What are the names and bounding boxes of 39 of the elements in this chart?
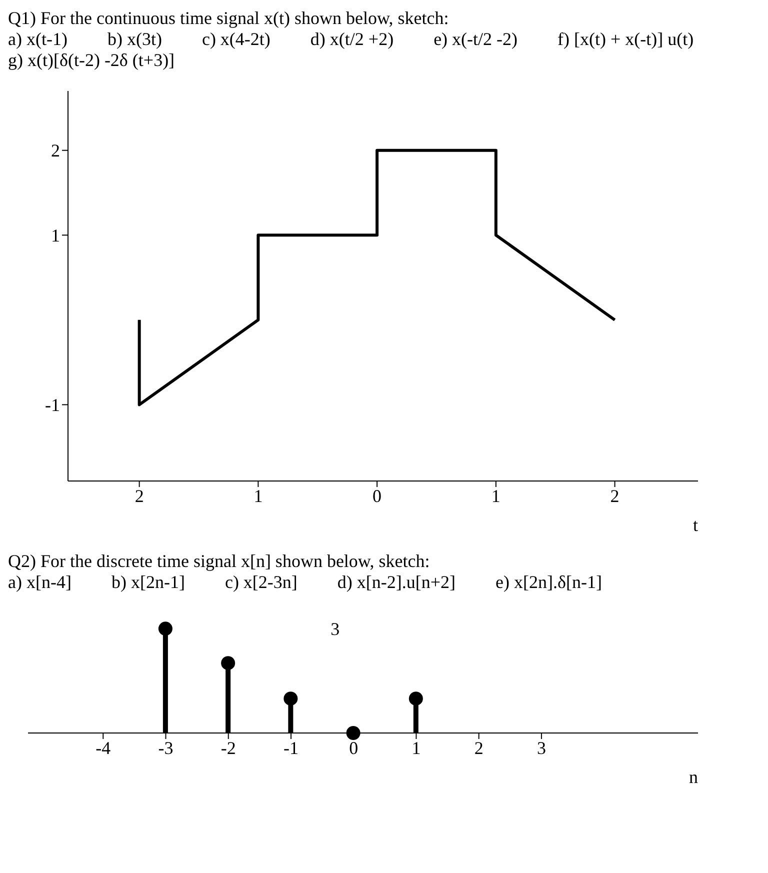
text: c) x(4-2t) [202, 29, 270, 50]
x-tick-label: -4 [96, 738, 111, 758]
chart-title: Q1) For the continuous time signal x(t) shown below, sketch: [8, 8, 450, 29]
x-tick-label: 0 [349, 738, 358, 758]
text: c) x[2-3n] [224, 572, 298, 593]
x-tick-label: -1 [283, 738, 298, 758]
point [221, 656, 236, 670]
line-series [138, 148, 616, 406]
x-tick-label: -3 [158, 738, 174, 758]
x-tick-label: 3 [536, 738, 546, 758]
x-tick-label: 1 [491, 486, 500, 506]
text: e) x(-t/2 -2) [434, 29, 518, 50]
x-tick-label: 2 [474, 738, 484, 758]
point [284, 692, 298, 706]
x-tick-label: -2 [220, 738, 236, 758]
x-axis-title: t [692, 515, 698, 535]
point [346, 726, 360, 740]
x-axis-title: n [689, 767, 698, 787]
chart-title: Q2) For the discrete time signal x[n] shown below, sketch: [8, 551, 431, 572]
x-tick-label: 0 [372, 486, 382, 506]
y-tick-label: -1 [45, 395, 60, 416]
text: a) x[n-4] [8, 572, 72, 593]
x-tick-label: 2 [610, 486, 620, 506]
point [158, 622, 172, 636]
text: b) x(3t) [107, 29, 162, 50]
text: b) x[2n-1] [111, 572, 185, 593]
text: a) x(t-1) [8, 29, 68, 50]
text: d) x(t/2 +2) [310, 29, 394, 50]
text: g) x(t)[δ(t-2) -2δ (t+3)] [8, 50, 175, 71]
text: e) x[2n].δ[n-1] [496, 572, 602, 593]
point [408, 692, 423, 706]
annotation: 3 [330, 619, 340, 640]
x-tick-label: 1 [412, 738, 421, 758]
y-tick-label: 1 [51, 226, 60, 246]
text: d) x[n-2].u[n+2] [337, 572, 456, 593]
y-tick-label: 2 [51, 140, 60, 161]
text: f) [x(t) + x(-t)] u(t) [558, 29, 694, 50]
x-tick-label: 2 [134, 486, 144, 506]
x-tick-label: 1 [254, 486, 263, 506]
